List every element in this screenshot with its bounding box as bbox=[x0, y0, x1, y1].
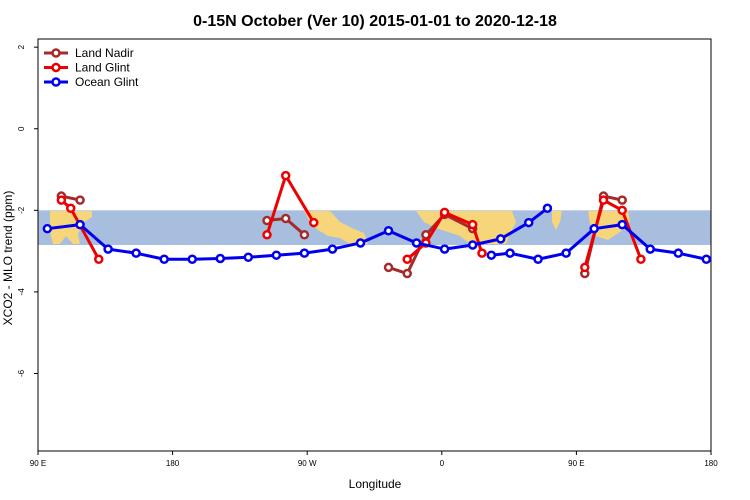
x-axis: 90 E 180 90 W 0 90 E 180 bbox=[30, 451, 718, 468]
data-point bbox=[215, 253, 226, 264]
y-axis: 2 0 -2 -4 -6 bbox=[17, 44, 38, 377]
data-point bbox=[645, 244, 655, 254]
x-tick-label: 180 bbox=[704, 459, 718, 468]
legend-label: Land Nadir bbox=[75, 46, 134, 60]
data-point bbox=[262, 230, 272, 240]
data-point bbox=[383, 225, 394, 236]
legend-label: Land Glint bbox=[75, 61, 130, 75]
data-point bbox=[402, 268, 412, 279]
data-point bbox=[495, 234, 506, 244]
x-tick-label: 180 bbox=[166, 459, 180, 468]
legend-swatch-marker bbox=[51, 62, 61, 73]
y-tick-label: -2 bbox=[17, 206, 26, 214]
legend-swatch-marker bbox=[51, 48, 61, 58]
data-point bbox=[542, 203, 553, 214]
series-land-glint bbox=[56, 170, 646, 273]
data-point bbox=[280, 170, 291, 181]
data-point bbox=[299, 248, 310, 258]
x-tick-label: 0 bbox=[440, 459, 445, 468]
data-point bbox=[505, 248, 515, 258]
data-point bbox=[280, 213, 291, 224]
y-tick-label: 2 bbox=[17, 44, 26, 49]
data-point bbox=[467, 219, 478, 230]
x-tick-label: 90 E bbox=[30, 459, 46, 468]
series-line bbox=[583, 198, 643, 268]
data-point bbox=[617, 195, 627, 205]
y-tick-label: -4 bbox=[17, 288, 26, 296]
data-point bbox=[308, 217, 319, 228]
data-point bbox=[187, 254, 197, 265]
data-point bbox=[383, 262, 394, 273]
legend-swatch-marker bbox=[51, 77, 61, 87]
data-point bbox=[561, 248, 571, 258]
data-point bbox=[439, 244, 450, 254]
data-point bbox=[327, 244, 338, 254]
data-point bbox=[159, 254, 169, 265]
data-point bbox=[439, 207, 450, 218]
data-point bbox=[65, 203, 76, 214]
data-point bbox=[477, 248, 487, 258]
series-ocean-glint bbox=[42, 203, 738, 265]
x-tick-label: 90 W bbox=[298, 459, 317, 468]
data-point bbox=[299, 230, 310, 240]
data-point bbox=[56, 195, 67, 205]
data-point bbox=[533, 254, 543, 265]
data-point bbox=[131, 248, 141, 258]
data-point bbox=[271, 250, 282, 260]
x-axis-label: Longitude bbox=[349, 477, 402, 491]
data-point bbox=[467, 240, 478, 250]
data-point bbox=[355, 238, 366, 248]
land-shape-india bbox=[552, 211, 562, 230]
legend-label: Ocean Glint bbox=[75, 75, 139, 89]
data-point bbox=[617, 205, 627, 216]
land-shape-central-america bbox=[304, 211, 368, 244]
data-point bbox=[411, 238, 422, 248]
data-point bbox=[75, 195, 85, 205]
y-axis-label: XCO2 - MLO trend (ppm) bbox=[1, 191, 15, 326]
data-point bbox=[580, 262, 590, 273]
series-line bbox=[491, 223, 711, 261]
land-shape-asia bbox=[50, 211, 92, 244]
data-point bbox=[673, 248, 684, 258]
data-point bbox=[731, 256, 738, 263]
data-point bbox=[402, 254, 412, 265]
chart-title: 0-15N October (Ver 10) 2015-01-01 to 202… bbox=[193, 13, 557, 30]
data-point bbox=[94, 254, 104, 265]
data-point bbox=[701, 254, 711, 265]
data-point bbox=[589, 223, 599, 234]
data-point bbox=[243, 252, 254, 262]
data-point bbox=[103, 244, 113, 254]
plot-frame bbox=[37, 38, 712, 452]
series-layer bbox=[42, 170, 738, 279]
y-tick-label: -6 bbox=[17, 369, 26, 377]
data-point bbox=[523, 217, 534, 228]
data-point bbox=[75, 219, 85, 230]
y-tick-label: 0 bbox=[17, 126, 26, 131]
x-tick-label: 90 E bbox=[568, 459, 584, 468]
data-point bbox=[617, 219, 627, 230]
data-point bbox=[598, 195, 609, 205]
data-point bbox=[636, 254, 646, 265]
data-point bbox=[486, 250, 497, 260]
data-point bbox=[42, 223, 53, 234]
